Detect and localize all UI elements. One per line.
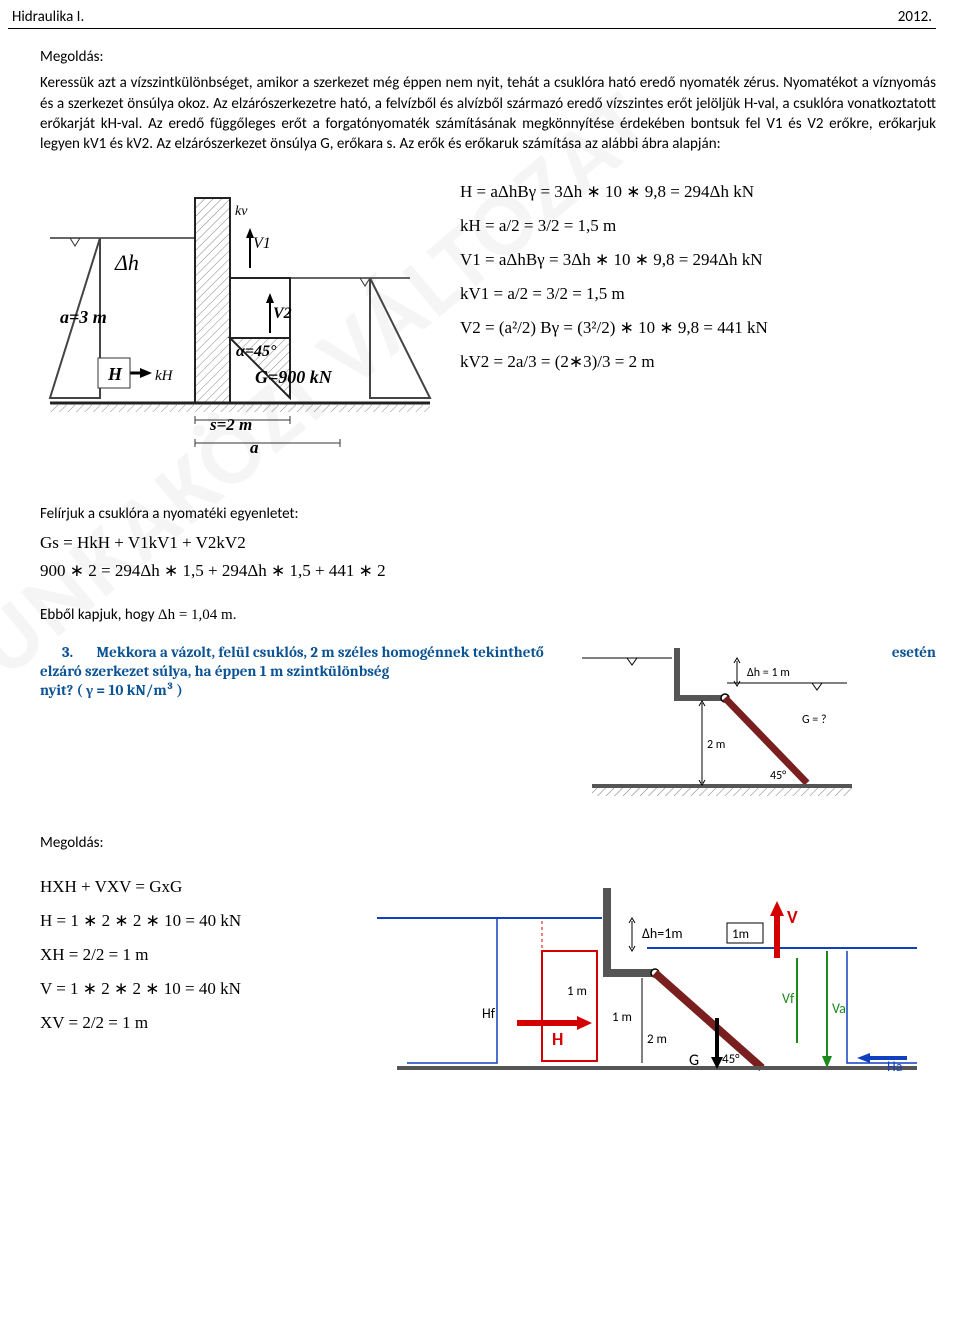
label-s3-H: H: [552, 1028, 563, 1050]
label-V2: V2: [273, 305, 292, 322]
moment-intro: Felírjuk a csuklóra a nyomatéki egyenlet…: [40, 504, 936, 524]
label-p3-ang: 45°: [770, 769, 786, 783]
label-s3-Hf: Hf: [482, 1005, 496, 1022]
label-H: H: [107, 364, 123, 384]
label-p3-Gq: G = ?: [802, 713, 827, 727]
label-G: G=900 kN: [255, 367, 333, 387]
s3-eq5: XV = 2/2 = 1 m: [40, 1013, 340, 1033]
label-s3-2m: 2 m: [647, 1032, 667, 1047]
page-container: Hidraulika I. 2012. Megoldás: Keressük a…: [0, 0, 960, 1073]
solution3-math: HXH + VXV = GxG H = 1 ∗ 2 ∗ 2 ∗ 10 = 40 …: [40, 863, 340, 1073]
label-p3-dh: Δh = 1 m: [747, 666, 790, 680]
label-a: a: [250, 438, 259, 457]
eq-V1: V1 = aΔhBγ = 3Δh ∗ 10 ∗ 9,8 = 294Δh kN: [460, 250, 936, 270]
label-s3-Ha: Ha: [887, 1058, 902, 1073]
eq-kV1: kV1 = a/2 = 3/2 = 1,5 m: [460, 284, 936, 304]
page-header: Hidraulika I. 2012.: [8, 8, 936, 29]
label-s3-1ma: 1 m: [567, 984, 587, 999]
moment-eq1: Gs = HkH + V1kV1 + V2kV2: [40, 533, 936, 553]
label-s3-dh: Δh=1m: [642, 925, 683, 942]
problem-3-body: Mekkora a vázolt, felül csuklós, 2 m szé…: [40, 643, 544, 680]
label-s3-G: G: [689, 1051, 699, 1070]
eq-V2: V2 = (a²/2) Bγ = (3²/2) ∗ 10 ∗ 9,8 = 441…: [460, 318, 936, 338]
problem-3-text: 3. Mekkora a vázolt, felül csuklós, 2 m …: [40, 643, 554, 700]
s3-eq4: V = 1 ∗ 2 ∗ 2 ∗ 10 = 40 kN: [40, 979, 340, 999]
header-left: Hidraulika I.: [12, 8, 84, 26]
moment-eq2: 900 ∗ 2 = 294Δh ∗ 1,5 + 294Δh ∗ 1,5 + 44…: [40, 561, 936, 581]
eq-kV2: kV2 = 2a/3 = (2∗3)/3 = 2 m: [460, 352, 936, 372]
label-s3-1mc: 1m: [732, 927, 749, 942]
label-s3-Vf: Vf: [782, 990, 795, 1007]
solution3-diagram: H Hf Δh=1m 1 m 1 m 2 m V: [358, 863, 936, 1073]
label-s3-Va: Va: [832, 1000, 846, 1017]
result-line: Ebből kapjuk, hogy Δh = 1,04 m.: [40, 605, 936, 625]
problem-3-after: nyit? ( γ = 10 kN/m³ ): [40, 681, 183, 699]
intro-paragraph: Keressük azt a vízszintkülönbséget, amik…: [40, 73, 936, 154]
page-content: Megoldás: Keressük azt a vízszintkülönbs…: [8, 29, 936, 1073]
label-V1: V1: [253, 235, 271, 252]
header-right: 2012.: [898, 8, 932, 26]
s3-eq3: XH = 2/2 = 1 m: [40, 945, 340, 965]
solution-label: Megoldás:: [40, 47, 936, 67]
label-s3-ang: 45°: [722, 1052, 740, 1067]
problem-3-diagram: Δh = 1 m 2 m G = ? 45°: [572, 643, 862, 803]
result-pre: Ebből kapjuk, hogy: [40, 606, 158, 624]
figure-row-1: Δh a=3 m H kH α=45° V1 V2 G=900 kN s=2 m…: [40, 168, 936, 468]
eq-kH: kH = a/2 = 3/2 = 1,5 m: [460, 216, 936, 236]
main-diagram: Δh a=3 m H kH α=45° V1 V2 G=900 kN s=2 m…: [40, 168, 440, 468]
label-kv: kv: [235, 204, 248, 219]
solution3-row: HXH + VXV = GxG H = 1 ∗ 2 ∗ 2 ∗ 10 = 40 …: [40, 863, 936, 1073]
problem-3-num: 3.: [62, 643, 73, 661]
label-p3-2m: 2 m: [707, 738, 725, 752]
label-a3: a=3 m: [60, 307, 107, 327]
label-kH: kH: [155, 368, 174, 384]
eq-H: H = aΔhBγ = 3Δh ∗ 10 ∗ 9,8 = 294Δh kN: [460, 182, 936, 202]
label-s3-1mb: 1 m: [612, 1010, 632, 1025]
result-val: Δh = 1,04 m.: [158, 607, 237, 623]
s3-eq2: H = 1 ∗ 2 ∗ 2 ∗ 10 = 40 kN: [40, 911, 340, 931]
label-s: s=2 m: [209, 415, 252, 434]
equations-column: H = aΔhBγ = 3Δh ∗ 10 ∗ 9,8 = 294Δh kN kH…: [460, 168, 936, 386]
s3-eq1: HXH + VXV = GxG: [40, 877, 340, 897]
problem-3-row: 3. Mekkora a vázolt, felül csuklós, 2 m …: [40, 643, 936, 803]
label-alpha: α=45°: [236, 343, 277, 360]
solution3-label: Megoldás:: [40, 833, 936, 853]
problem-3-eseten: esetén: [880, 643, 936, 661]
label-s3-V: V: [787, 906, 798, 928]
label-dh: Δh: [114, 250, 139, 275]
